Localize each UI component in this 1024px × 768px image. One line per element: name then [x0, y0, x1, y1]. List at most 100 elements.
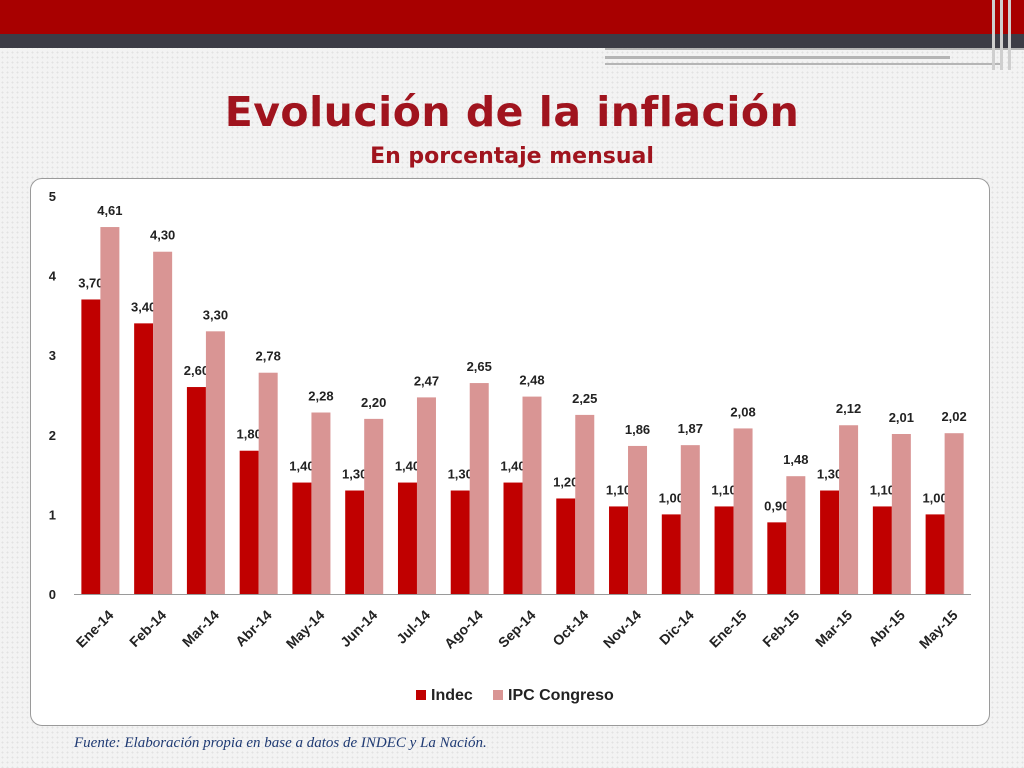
x-tick-label: May-14: [283, 607, 328, 652]
data-label: 3,40: [131, 299, 156, 314]
bar-ipc-congreso: [205, 331, 225, 594]
header-red-band: [0, 0, 1024, 34]
data-label: 1,10: [711, 482, 736, 497]
data-label: 2,78: [256, 349, 281, 364]
data-label: 3,30: [203, 307, 228, 322]
x-tick-label: Nov-14: [600, 607, 644, 651]
y-tick-label: 2: [49, 428, 56, 443]
x-tick-label: Oct-14: [549, 607, 591, 649]
bar-indec: [556, 498, 576, 594]
slide-subtitle: En porcentaje mensual: [370, 144, 654, 169]
x-tick-label: Dic-14: [656, 607, 697, 648]
x-tick-label: Feb-14: [126, 607, 169, 650]
inflation-bar-chart: 0 1 2 3 4 5 3,70 3,40 2,60 1,80 1,40 1,30 1,40 1,30 1,…: [49, 189, 971, 704]
bar-indec: [81, 299, 101, 594]
data-label: 1,40: [500, 459, 525, 474]
bar-ipc-congreso: [680, 445, 700, 594]
bar-indec: [239, 450, 259, 594]
x-tick-label: Ago-14: [441, 607, 486, 652]
bar-indec: [292, 482, 312, 594]
bar-ipc-congreso: [153, 251, 173, 594]
bar-ipc-congreso: [786, 476, 806, 594]
x-tick-label: Sep-14: [495, 607, 539, 651]
data-label: 4,30: [150, 228, 175, 243]
bar-indec: [609, 506, 629, 594]
chart-frame: 0 1 2 3 4 5 3,70 3,40 2,60 1,80 1,40 1,30 1,40 1,30 1,…: [30, 178, 990, 726]
bar-ipc-congreso: [469, 383, 489, 594]
bar-ipc-congreso: [944, 433, 964, 594]
data-label: 1,87: [678, 421, 703, 436]
header-decor-line: [1008, 0, 1011, 70]
data-label: 1,40: [289, 459, 314, 474]
x-tick-label: Mar-14: [179, 607, 222, 650]
bar-indec: [925, 514, 945, 594]
bar-ipc-congreso: [311, 412, 331, 594]
bar-ipc-congreso: [364, 418, 384, 594]
data-label: 1,20: [553, 474, 578, 489]
data-label: 0,90: [764, 498, 789, 513]
legend-swatch: [416, 690, 426, 700]
x-tick-label: Ene-14: [73, 607, 117, 651]
x-tick-label: Jun-14: [337, 607, 380, 650]
data-label: 2,01: [889, 410, 914, 425]
bar-ipc-congreso: [258, 372, 278, 594]
data-label: 2,25: [572, 391, 597, 406]
bar-indec: [820, 490, 840, 594]
bar-indec: [503, 482, 523, 594]
bar-indec: [714, 506, 734, 594]
data-label: 4,61: [97, 203, 122, 218]
data-label: 2,65: [467, 359, 492, 374]
data-label: 1,30: [342, 467, 367, 482]
bar-indec: [767, 522, 787, 594]
y-tick-label: 0: [49, 587, 56, 602]
legend-swatch: [493, 690, 503, 700]
bar-indec: [450, 490, 470, 594]
slide-title: Evolución de la inflación: [224, 88, 800, 136]
bar-ipc-congreso: [891, 434, 911, 594]
bar-ipc-congreso: [575, 414, 595, 594]
x-tick-label: Jul-14: [393, 607, 433, 647]
y-tick-label: 5: [49, 189, 56, 204]
data-label: 1,30: [817, 467, 842, 482]
y-tick-label: 3: [49, 348, 56, 363]
bar-indec: [397, 482, 417, 594]
bar-indec: [661, 514, 681, 594]
bar-ipc-congreso: [839, 425, 859, 594]
bar-ipc-congreso: [522, 396, 542, 594]
x-tick-label: May-15: [916, 607, 961, 652]
x-tick-label: Abr-14: [232, 607, 275, 650]
data-label: 1,86: [625, 422, 650, 437]
bar-indec: [186, 387, 206, 594]
header-decor-line: [605, 48, 1024, 50]
data-label: 1,80: [237, 427, 262, 442]
data-label: 2,48: [519, 373, 544, 388]
data-label: 2,02: [941, 409, 966, 424]
data-label: 2,12: [836, 401, 861, 416]
data-label: 2,60: [184, 363, 209, 378]
data-label: 1,10: [606, 482, 631, 497]
source-note: Fuente: Elaboración propia en base a dat…: [74, 735, 487, 751]
bar-indec: [872, 506, 892, 594]
data-label: 1,10: [870, 482, 895, 497]
bar-ipc-congreso: [100, 227, 120, 594]
data-label: 1,40: [395, 459, 420, 474]
header-dark-band: [0, 34, 1024, 48]
header-decor-line: [1000, 0, 1003, 70]
legend-label: IPC Congreso: [508, 687, 614, 704]
data-label: 1,30: [448, 467, 473, 482]
x-tick-label: Ene-15: [706, 607, 750, 651]
bar-ipc-congreso: [733, 428, 753, 594]
bar-ipc-congreso: [416, 397, 436, 594]
header-decor-line: [992, 0, 995, 70]
data-label: 1,00: [659, 490, 684, 505]
data-label: 2,20: [361, 395, 386, 410]
x-tick-label: Mar-15: [812, 607, 855, 650]
header-decor-line: [605, 56, 950, 59]
legend-label: Indec: [431, 687, 473, 704]
y-tick-label: 1: [49, 507, 56, 522]
data-label: 2,28: [308, 389, 333, 404]
bar-indec: [345, 490, 365, 594]
bar-ipc-congreso: [628, 445, 648, 594]
x-tick-label: Feb-15: [759, 607, 802, 650]
data-label: 1,48: [783, 452, 808, 467]
